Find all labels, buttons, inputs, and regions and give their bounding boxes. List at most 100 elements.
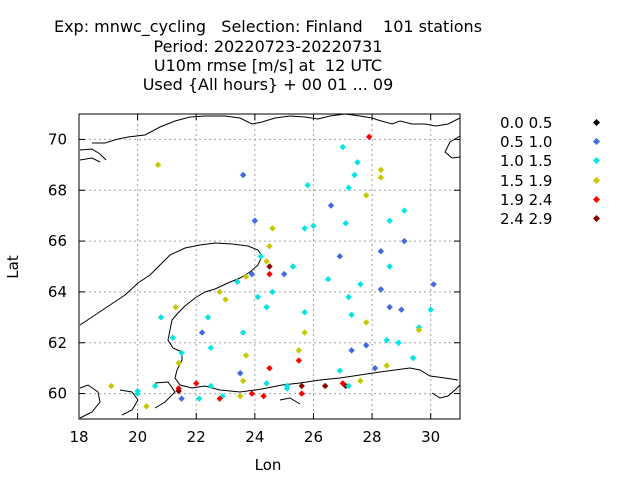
data-point — [169, 334, 176, 341]
data-point — [143, 403, 150, 410]
legend-label: 0.5 1.0 — [500, 133, 553, 152]
data-point — [207, 344, 215, 352]
legend-label: 1.0 1.5 — [500, 152, 553, 171]
chart-title-experiment: Exp: mnwc_cycling Selection: Finland 101… — [53, 17, 483, 36]
data-point — [383, 337, 390, 344]
plot-frame — [78, 113, 461, 420]
data-point — [266, 263, 273, 270]
legend-label: 1.5 1.9 — [500, 171, 553, 190]
data-point — [172, 303, 179, 311]
data-point — [365, 133, 373, 141]
x-axis-label: Lon — [255, 456, 282, 474]
data-point — [222, 296, 229, 303]
data-point — [239, 329, 247, 336]
data-point — [348, 347, 355, 354]
data-point — [216, 395, 223, 402]
data-point — [327, 202, 335, 209]
data-point — [409, 354, 417, 362]
data-point — [193, 380, 200, 387]
x-tick-label: 18 — [69, 428, 88, 446]
data-point — [377, 166, 385, 174]
data-point — [371, 364, 379, 372]
data-point — [357, 281, 364, 288]
data-point — [263, 258, 270, 265]
legend-entry: 1.9 2.4 — [500, 190, 601, 210]
data-point — [377, 174, 385, 181]
data-point — [239, 377, 247, 385]
data-point — [415, 326, 423, 334]
data-point — [298, 390, 305, 397]
data-point — [242, 352, 250, 359]
data-point — [395, 339, 402, 346]
data-point — [154, 161, 162, 169]
data-point — [266, 270, 273, 278]
coastline-outline — [79, 113, 461, 419]
data-point — [248, 270, 256, 278]
legend-entry: 1.0 1.5 — [500, 152, 601, 171]
legend: 0.0 0.5 0.5 1.0 1.0 1.5 1.5 1.9 1.9 2.4 … — [500, 114, 601, 229]
data-point — [363, 342, 370, 349]
data-point — [198, 329, 206, 336]
data-point — [363, 192, 370, 199]
data-point — [295, 357, 303, 364]
data-point — [377, 286, 385, 293]
data-point — [383, 362, 390, 369]
data-point — [345, 293, 352, 301]
data-point — [336, 367, 344, 374]
data-point — [254, 293, 261, 301]
data-point — [108, 382, 115, 390]
y-tick-label: 70 — [48, 130, 67, 148]
data-point — [348, 311, 355, 318]
y-tick-label: 62 — [48, 334, 67, 352]
data-points — [108, 133, 437, 410]
data-point — [363, 319, 370, 326]
data-point — [336, 253, 344, 260]
legend-label: 2.4 2.9 — [500, 209, 553, 228]
data-point — [204, 314, 212, 321]
data-point — [345, 382, 352, 390]
data-point — [236, 392, 244, 400]
data-point — [263, 303, 270, 311]
grid — [79, 114, 460, 419]
data-point — [301, 329, 308, 336]
data-point — [152, 382, 159, 390]
data-point — [295, 347, 303, 354]
legend-label: 1.9 2.4 — [500, 190, 553, 209]
data-point — [401, 207, 408, 214]
legend-label: 0.0 0.5 — [500, 114, 553, 132]
data-point — [242, 273, 250, 280]
data-point — [301, 309, 308, 316]
data-point — [263, 380, 270, 387]
data-point — [236, 370, 244, 377]
data-point — [269, 225, 276, 232]
x-tick-label: 24 — [245, 428, 264, 446]
y-tick-label: 68 — [48, 181, 67, 199]
data-point — [298, 382, 305, 390]
x-tick-label: 26 — [304, 428, 323, 446]
y-tick-label: 64 — [48, 283, 67, 301]
data-point — [377, 248, 385, 255]
data-point — [430, 281, 437, 288]
data-point — [342, 220, 349, 227]
data-point — [178, 395, 185, 402]
y-tick-label: 66 — [48, 232, 67, 250]
data-point — [401, 237, 408, 245]
data-point — [266, 364, 273, 372]
data-point — [324, 276, 332, 283]
data-point — [269, 288, 276, 296]
data-point — [248, 390, 256, 397]
legend-entry: 1.5 1.9 — [500, 171, 601, 191]
chart-title-period: Period: 20220723-20220731 — [153, 37, 383, 56]
data-point — [157, 314, 165, 321]
data-point — [266, 242, 273, 250]
data-point — [175, 387, 182, 395]
data-point — [339, 143, 346, 151]
data-point — [386, 263, 393, 270]
data-point — [260, 392, 267, 400]
data-point — [357, 377, 364, 385]
data-point — [283, 385, 291, 392]
y-axis-label: Lat — [4, 255, 22, 279]
data-point — [134, 390, 141, 397]
